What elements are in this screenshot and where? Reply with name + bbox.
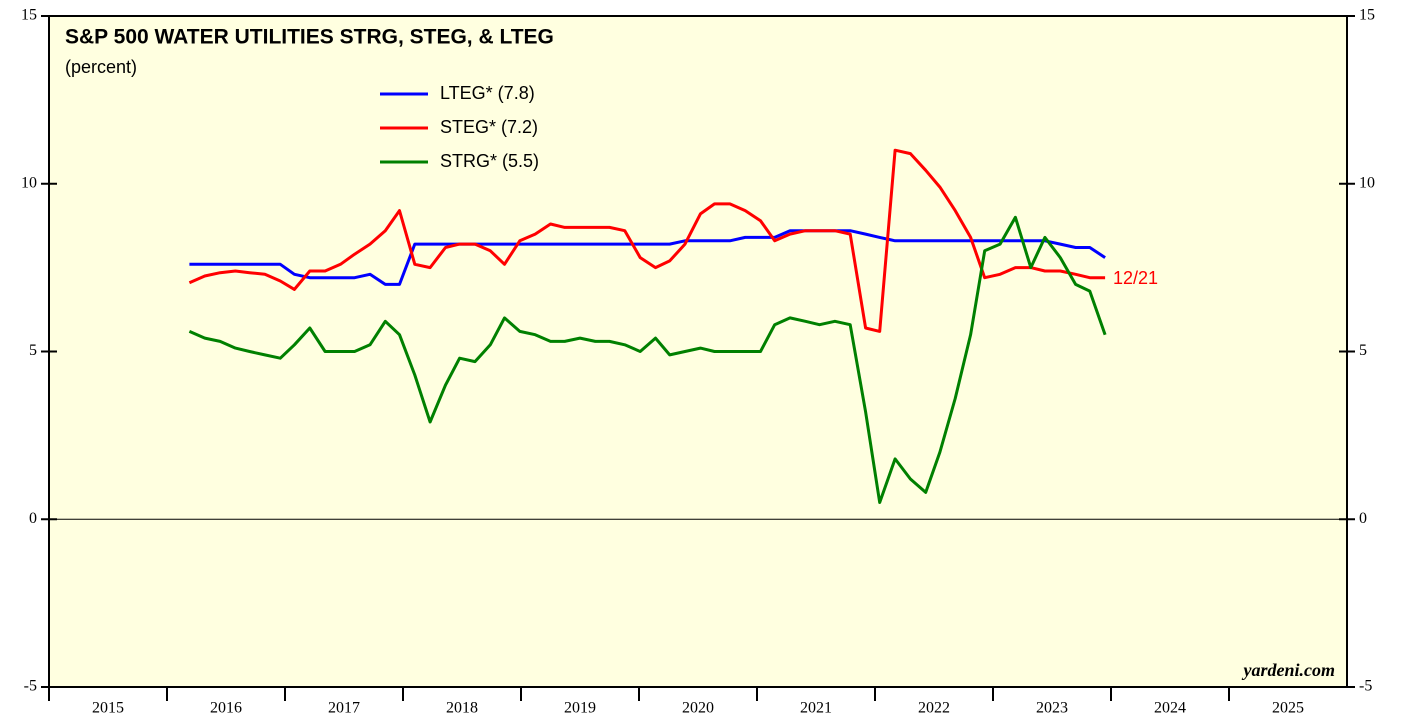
y-tick-label: 0 [29, 510, 37, 527]
series-line [188, 148, 1106, 333]
plot-border [48, 15, 1348, 688]
x-tick-label: 2020 [682, 700, 714, 717]
y-tick-label: 10 [21, 174, 37, 191]
x-tick-label: 2025 [1272, 700, 1304, 717]
y2-tick-label: 10 [1359, 174, 1375, 191]
source-note: yardeni.com [1242, 660, 1336, 680]
legend-label: STRG* (5.5) [440, 151, 539, 171]
plot-area [49, 16, 1347, 687]
y-tick-label: 15 [21, 7, 37, 24]
legend-label: LTEG* (7.8) [440, 83, 535, 103]
series-line [188, 215, 1107, 504]
x-tick-label: 2017 [328, 700, 360, 717]
x-tick-label: 2016 [210, 700, 242, 717]
x-tick-label: 2023 [1036, 700, 1068, 717]
x-tick-label: 2021 [800, 700, 832, 717]
y-tick-label: -5 [24, 678, 37, 695]
chart-subtitle: (percent) [65, 57, 137, 77]
x-tick-label: 2019 [564, 700, 596, 717]
legend-label: STEG* (7.2) [440, 117, 538, 137]
y-tick-label: 5 [29, 342, 37, 359]
x-tick-label: 2024 [1154, 700, 1186, 717]
y2-tick-label: 15 [1359, 7, 1375, 24]
x-tick-label: 2018 [446, 700, 478, 717]
series-line [189, 229, 1106, 286]
x-tick-label: 2022 [918, 700, 950, 717]
y2-tick-label: 0 [1359, 510, 1367, 527]
y2-tick-label: 5 [1359, 342, 1367, 359]
x-tick-label: 2015 [92, 700, 124, 717]
chart-title: S&P 500 WATER UTILITIES STRG, STEG, & LT… [65, 26, 554, 49]
y2-tick-label: -5 [1359, 678, 1372, 695]
date-note: 12/21 [1113, 268, 1158, 288]
